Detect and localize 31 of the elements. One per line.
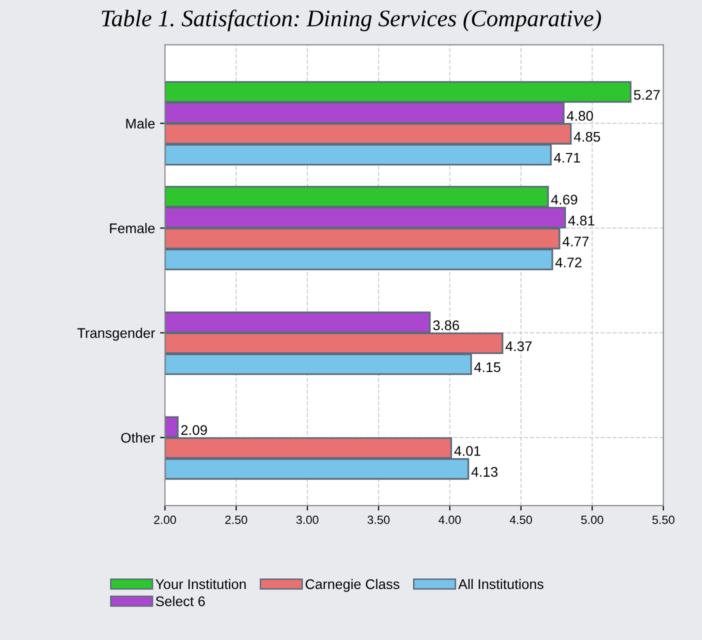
data-label: 4.15: [474, 362, 500, 372]
x-tick-label: 3.00: [296, 516, 318, 524]
data-label: 4.13: [471, 467, 498, 477]
y-tick-label: Transgender: [77, 328, 156, 341]
x-tick-label: 3.50: [368, 516, 390, 524]
data-label: 4.80: [566, 110, 593, 121]
legend-label: Your Institution: [156, 578, 246, 590]
legend-label: Select 6: [156, 596, 205, 606]
data-label: 3.86: [433, 320, 460, 330]
x-tick-label: 5.50: [652, 516, 674, 524]
data-label: 4.77: [562, 236, 589, 246]
data-label: 4.81: [568, 216, 594, 226]
data-label: 5.27: [634, 90, 660, 100]
y-tick-label: Female: [110, 223, 155, 234]
x-tick-label: 5.00: [581, 516, 604, 524]
x-tick-label: 2.50: [225, 516, 248, 524]
y-tick-label: Other: [121, 432, 156, 443]
data-label: 4.71: [554, 152, 580, 163]
data-label: 4.01: [454, 446, 480, 456]
y-tick-label: Male: [126, 118, 155, 129]
x-tick-label: 2.00: [154, 516, 176, 524]
x-tick-label: 4.50: [510, 516, 532, 524]
legend-label: Carnegie Class: [306, 578, 400, 592]
legend-label: All Institutions: [458, 578, 544, 590]
data-label: 4.69: [551, 194, 578, 205]
data-label: 2.09: [181, 425, 207, 435]
data-label: 4.72: [555, 258, 582, 268]
data-label: 4.85: [574, 132, 600, 142]
x-tick-label: 4.00: [438, 516, 461, 524]
chart-title: Table 1. Satisfaction: Dining Services (Comparative): [102, 10, 602, 32]
data-label: 4.37: [506, 341, 532, 352]
